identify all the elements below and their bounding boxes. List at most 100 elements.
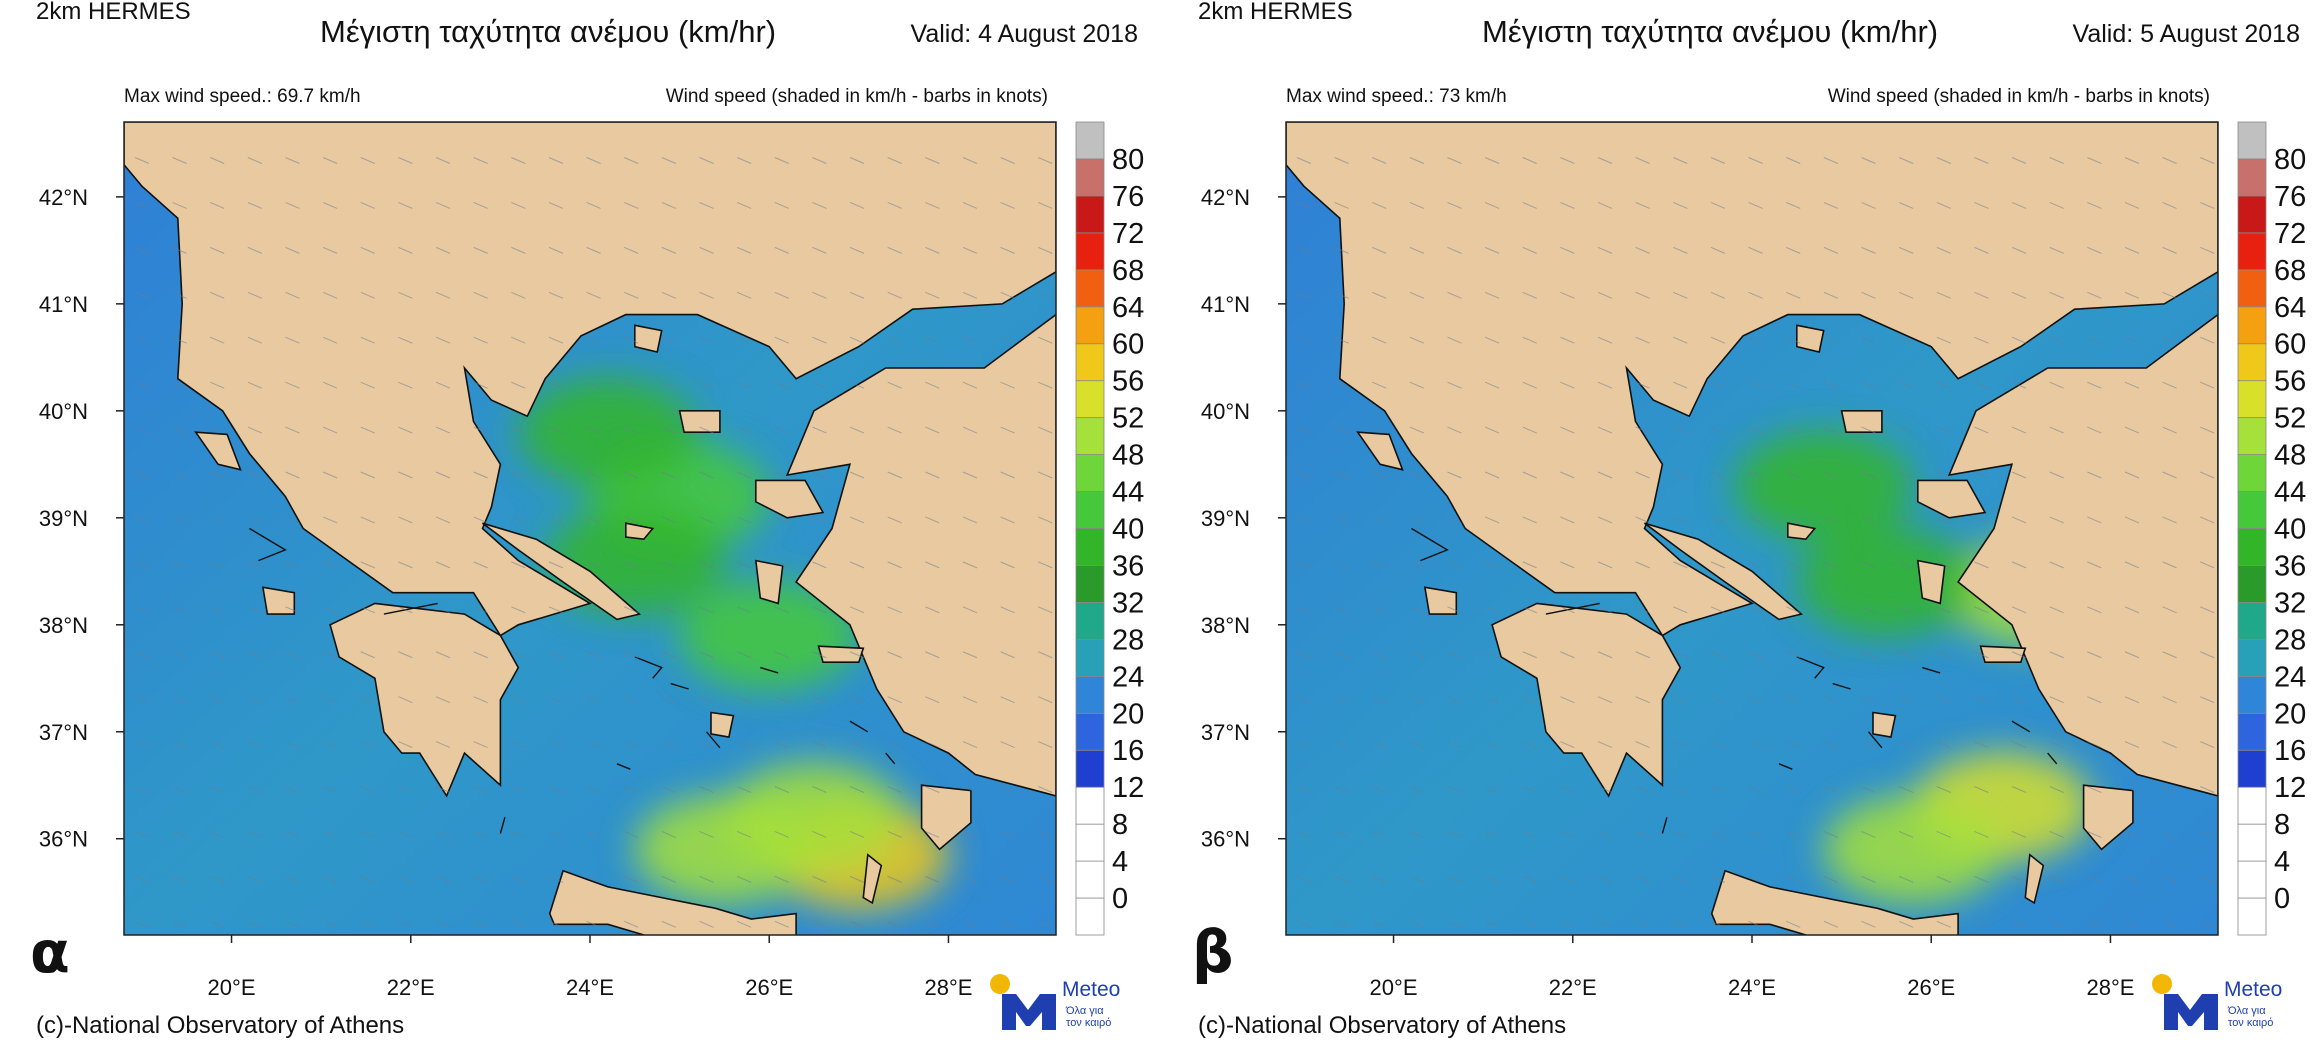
wind-barb <box>1597 516 1613 524</box>
wind-barb <box>736 561 752 569</box>
wind-barb <box>962 336 978 344</box>
wind-barb <box>1334 651 1349 659</box>
wind-barb <box>1673 830 1688 838</box>
y-tick-label: 42°N <box>39 185 88 210</box>
colorbar-swatch <box>1075 712 1105 751</box>
wind-barb <box>247 696 263 704</box>
wind-barb <box>1038 471 1053 479</box>
wind-barb <box>322 516 338 524</box>
wind-barb <box>1372 651 1387 659</box>
wind-barb <box>736 606 752 614</box>
wind-barb <box>511 741 526 749</box>
wind-barb <box>398 786 413 793</box>
wind-barb <box>247 920 263 928</box>
wind-barb <box>2200 516 2215 524</box>
wind-barb <box>624 696 639 704</box>
wind-barb <box>962 516 978 524</box>
wind-barb <box>774 516 789 524</box>
colorbar-swatch <box>1075 602 1105 640</box>
wind-barb <box>1560 606 1575 614</box>
wind-barb <box>1748 157 1763 164</box>
wind-barb <box>1936 920 1951 928</box>
wind-barb <box>1447 561 1462 569</box>
wind-barb <box>2124 920 2140 928</box>
wind-barb <box>887 920 902 928</box>
wind-barb <box>172 696 187 704</box>
wind-barb <box>322 291 338 299</box>
wind-hotspot <box>517 377 698 488</box>
colorbar-swatch <box>1075 121 1105 160</box>
wind-barb <box>1484 696 1500 704</box>
wind-barb <box>1597 157 1613 164</box>
wind-barb <box>1861 471 1876 479</box>
wind-barb <box>1484 516 1500 524</box>
wind-hotspot <box>1733 430 1914 541</box>
model-label: 2km HERMES <box>1198 0 1353 25</box>
wind-barb <box>435 291 451 299</box>
wind-barb <box>511 381 526 389</box>
y-tick-label: 41°N <box>1201 292 1250 317</box>
x-tick-label: 28°E <box>924 975 972 1000</box>
wind-barb <box>1635 696 1650 704</box>
wind-barb <box>1296 336 1312 344</box>
wind-barb <box>247 561 263 569</box>
colorbar-swatch <box>2237 786 2267 825</box>
wind-barb <box>962 561 978 569</box>
wind-barb <box>2049 741 2064 749</box>
wind-barb <box>1823 471 1839 479</box>
wind-barb <box>1823 291 1839 299</box>
wind-barb <box>473 875 488 883</box>
coastline <box>1661 817 1668 834</box>
wind-barb <box>285 381 300 389</box>
wind-barb <box>1409 471 1425 479</box>
wind-barb <box>2124 875 2140 883</box>
colorbar-swatch <box>2237 602 2267 640</box>
wind-barb <box>1372 336 1387 344</box>
wind-barb <box>2087 246 2102 254</box>
wind-barb <box>360 741 375 749</box>
wind-barb <box>586 381 601 389</box>
wind-barb <box>774 471 789 479</box>
wind-barb <box>699 201 714 209</box>
wind-barb <box>1000 381 1015 389</box>
land-kefalonia <box>1423 586 1458 615</box>
wind-barb <box>2049 381 2064 389</box>
wind-barb <box>210 336 225 344</box>
wind-barb <box>1334 157 1349 164</box>
wind-barb <box>435 381 451 389</box>
wind-barb <box>134 920 150 928</box>
wind-barb <box>247 471 263 479</box>
panel-letter: α <box>30 918 70 986</box>
copyright: (c)-National Observatory of Athens <box>36 1012 405 1039</box>
wind-barb <box>548 381 564 389</box>
wind-barb <box>548 291 564 299</box>
wind-barb <box>360 246 375 254</box>
wind-barb <box>1635 561 1650 569</box>
wind-barb <box>1748 920 1763 928</box>
land-lesvos <box>1916 479 1987 519</box>
wind-barb <box>285 336 300 344</box>
wind-barb <box>1898 651 1914 659</box>
wind-barb <box>2011 741 2027 749</box>
wind-barb <box>1484 426 1500 434</box>
wind-barb <box>1786 875 1801 883</box>
wind-barb <box>2011 920 2027 928</box>
wind-barb <box>1974 246 1989 254</box>
wind-barb <box>774 291 789 299</box>
wind-barb <box>2200 875 2215 883</box>
wind-barb <box>1861 786 1876 793</box>
wind-barb <box>1635 381 1650 389</box>
wind-barb <box>322 336 338 344</box>
wind-barb <box>1898 381 1914 389</box>
valid-date: Valid: 4 August 2018 <box>910 20 1139 48</box>
wind-barb <box>925 381 940 389</box>
wind-barb <box>962 381 978 389</box>
wind-barb <box>322 696 338 704</box>
colorbar-label: 60 <box>1112 329 1144 361</box>
wind-barb <box>2011 606 2027 614</box>
colorbar-swatch <box>1075 638 1105 677</box>
wind-barb <box>1748 651 1763 659</box>
wind-barb <box>435 157 451 164</box>
wind-barb <box>1710 875 1726 883</box>
wind-barb <box>1974 201 1989 209</box>
